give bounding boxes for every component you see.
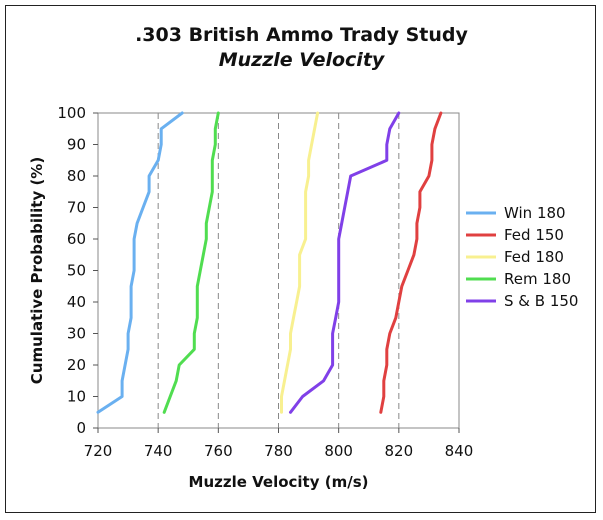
- grid-layer: [157, 113, 400, 428]
- chart-title: .303 British Ammo Trady Study: [135, 24, 468, 46]
- series-line-win-180: [96, 111, 184, 414]
- y-axis-title: Cumulative Probability (%): [28, 157, 46, 384]
- series-line-fed-150: [379, 111, 443, 414]
- plot-area: [97, 112, 460, 429]
- x-tick-label: 720: [84, 442, 113, 460]
- legend-label: Fed 180: [504, 248, 564, 266]
- legend-label: Rem 180: [504, 270, 571, 288]
- series-line-rem-180: [162, 111, 220, 414]
- y-tick-label: 90: [67, 136, 86, 154]
- series-line-s-b-150: [289, 111, 401, 414]
- legend-label: Fed 150: [504, 226, 564, 244]
- legend: Win 180 Fed 150 Fed 180 Rem 180 S & B 150: [466, 204, 578, 310]
- x-tick-label: 840: [445, 442, 474, 460]
- x-tick-label: 740: [144, 442, 173, 460]
- y-tick-label: 50: [67, 262, 86, 280]
- series-line-fed-180: [280, 111, 320, 414]
- series-layer: [96, 111, 443, 414]
- legend-label: S & B 150: [504, 292, 578, 310]
- y-tick-label: 100: [57, 104, 86, 122]
- y-tick-label: 0: [76, 419, 86, 437]
- legend-label: Win 180: [504, 204, 566, 222]
- x-axis-title: Muzzle Velocity (m/s): [189, 473, 369, 491]
- y-tick-label: 20: [67, 356, 86, 374]
- x-tick-label: 760: [204, 442, 233, 460]
- y-tick-label: 40: [67, 293, 86, 311]
- y-tick-label: 70: [67, 199, 86, 217]
- chart-subtitle: Muzzle Velocity: [218, 49, 385, 71]
- x-tick-label: 780: [264, 442, 293, 460]
- x-tick-label: 820: [385, 442, 414, 460]
- y-tick-label: 60: [67, 230, 86, 248]
- x-tick-label: 800: [324, 442, 353, 460]
- y-tick-label: 80: [67, 167, 86, 185]
- y-tick-label: 10: [67, 388, 86, 406]
- axis-layer: 720 740 760 780 800 820 840 0 10 20 30 40 50 60 70 80 90…: [57, 104, 473, 460]
- y-tick-label: 30: [67, 325, 86, 343]
